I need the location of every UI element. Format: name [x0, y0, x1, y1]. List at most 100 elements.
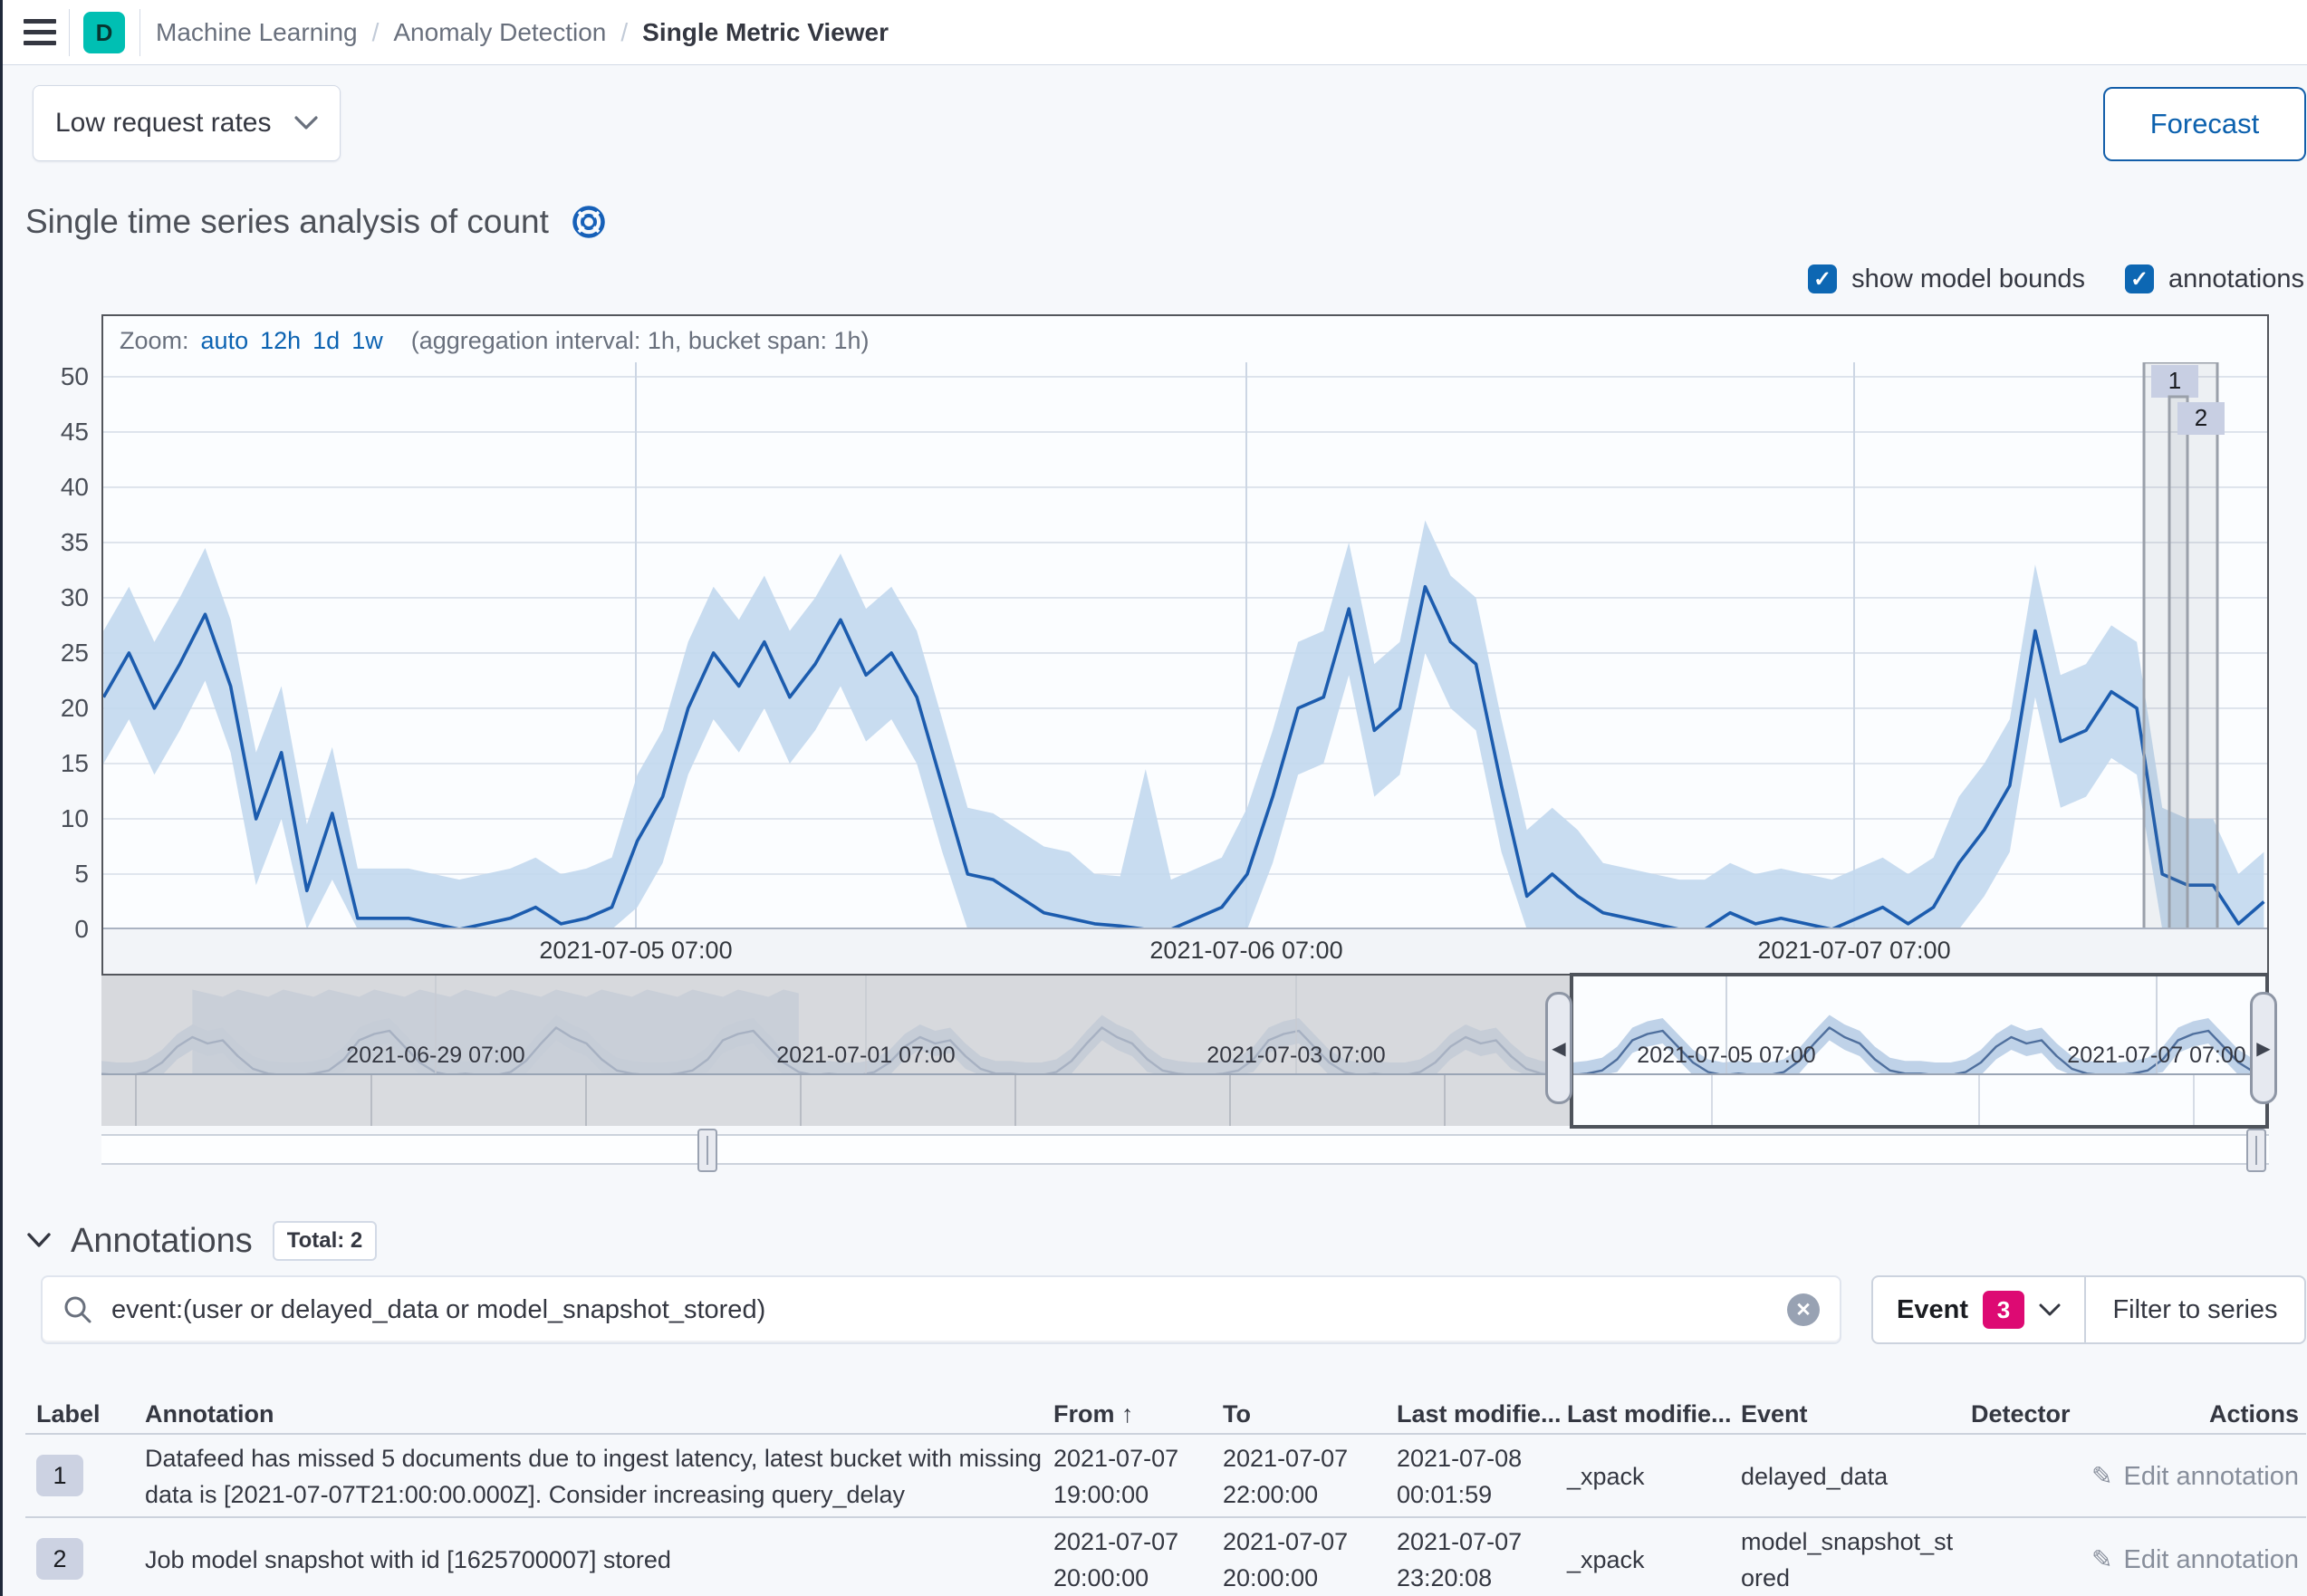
- space-badge[interactable]: D: [83, 12, 125, 53]
- col-header-from[interactable]: From ↑: [1053, 1400, 1134, 1428]
- svg-text:2021-07-01 07:00: 2021-07-01 07:00: [776, 1043, 955, 1068]
- window-edge: [0, 0, 3, 1596]
- last-modified-cell: 2021-07-07 23:20:08: [1397, 1528, 1523, 1591]
- zoom-controls: Zoom: auto 12h 1d 1w (aggregation interv…: [120, 327, 870, 355]
- time-series-chart[interactable]: 12: [103, 362, 2267, 929]
- app-header: D Machine Learning / Anomaly Detection /…: [0, 0, 2307, 65]
- menu-icon[interactable]: [24, 19, 56, 46]
- zoom-option-auto[interactable]: auto: [200, 327, 249, 354]
- brush-handle-left[interactable]: ◀: [1545, 992, 1572, 1104]
- x-tick-label: 2021-07-06 07:00: [1149, 937, 1343, 964]
- zoom-option-1w[interactable]: 1w: [351, 327, 383, 354]
- y-tick-label: 20: [60, 693, 89, 722]
- breadcrumb-separator: /: [620, 18, 629, 46]
- col-header-label[interactable]: Label: [36, 1400, 101, 1428]
- svg-text:1: 1: [2168, 367, 2181, 394]
- clear-search-icon[interactable]: ✕: [1787, 1293, 1820, 1326]
- x-tick-label: 2021-07-05 07:00: [539, 937, 733, 964]
- y-tick-label: 15: [60, 748, 89, 777]
- from-cell: 2021-07-07 20:00:00: [1053, 1528, 1179, 1591]
- y-tick-label: 45: [60, 417, 89, 446]
- context-chart-container: 2021-06-29 07:00 2021-07-01 07:00 2021-07-…: [101, 973, 2277, 1131]
- y-tick-label: 0: [74, 915, 89, 943]
- show-model-bounds-label[interactable]: show model bounds: [1851, 264, 2086, 293]
- breadcrumb-anomaly-detection[interactable]: Anomaly Detection: [393, 18, 607, 46]
- forecast-button[interactable]: Forecast: [2103, 87, 2306, 161]
- time-range-selection[interactable]: [1570, 973, 2269, 1129]
- edit-annotation-label[interactable]: Edit annotation: [2123, 1462, 2299, 1491]
- chevron-down-icon[interactable]: [27, 1233, 51, 1249]
- breadcrumb: Machine Learning / Anomaly Detection / S…: [156, 0, 889, 65]
- annotations-control: ✓ annotations: [2125, 264, 2304, 294]
- y-tick-label: 30: [60, 582, 89, 611]
- page-title-text: Single time series analysis of count: [25, 203, 549, 240]
- to-cell: 2021-07-07 22:00:00: [1223, 1445, 1349, 1508]
- search-input[interactable]: event:(user or delayed_data or model_sna…: [111, 1294, 766, 1324]
- last-modified-by-cell: _xpack: [1567, 1546, 1645, 1573]
- header-divider: [139, 9, 140, 56]
- svg-text:2021-07-03 07:00: 2021-07-03 07:00: [1206, 1043, 1385, 1068]
- brush-handle-right[interactable]: ▶: [2250, 992, 2277, 1104]
- chevron-down-icon: [294, 116, 318, 130]
- y-axis: 0 5 10 15 20 25 30 35 40 45 50: [0, 0, 94, 996]
- svg-text:2021-07-05 07:00: 2021-07-05 07:00: [1637, 1043, 1815, 1068]
- col-header-detector[interactable]: Detector: [1971, 1400, 2071, 1428]
- show-model-bounds-checkbox[interactable]: ✓: [1808, 264, 1838, 293]
- zoom-label: Zoom:: [120, 327, 189, 354]
- col-header-annotation[interactable]: Annotation: [145, 1400, 274, 1428]
- table-header-row: Label Annotation From ↑ To Last modifie.…: [25, 1395, 2306, 1435]
- job-selector-value: Low request rates: [55, 108, 272, 138]
- last-modified-by-cell: _xpack: [1567, 1463, 1645, 1490]
- event-filter-dropdown[interactable]: Event 3: [1873, 1277, 2086, 1342]
- y-tick-label: 40: [60, 472, 89, 501]
- annotations-checkbox[interactable]: ✓: [2125, 264, 2155, 293]
- breadcrumb-separator: /: [371, 18, 380, 46]
- event-count-badge: 3: [1982, 1291, 2024, 1329]
- annotations-table: Label Annotation From ↑ To Last modifie.…: [25, 1395, 2306, 1596]
- sort-asc-icon: ↑: [1121, 1400, 1134, 1428]
- filter-to-series-button[interactable]: Filter to series: [2112, 1294, 2278, 1324]
- annotations-search-bar[interactable]: event:(user or delayed_data or model_sna…: [41, 1275, 1841, 1344]
- y-tick-label: 5: [74, 859, 89, 888]
- main-chart-container: Zoom: auto 12h 1d 1w (aggregation interv…: [101, 314, 2269, 976]
- annotations-checkbox-label[interactable]: annotations: [2168, 264, 2304, 293]
- edit-annotation-label[interactable]: Edit annotation: [2123, 1545, 2299, 1574]
- zoom-option-1d[interactable]: 1d: [312, 327, 341, 354]
- zoom-option-12h[interactable]: 12h: [260, 327, 302, 354]
- annotation-text: Job model snapshot with id [1625700007] …: [145, 1546, 671, 1573]
- col-header-actions: Actions: [2208, 1400, 2299, 1428]
- to-cell: 2021-07-07 20:00:00: [1223, 1528, 1349, 1591]
- annotations-title[interactable]: Annotations: [71, 1221, 253, 1260]
- svg-text:2021-06-29 07:00: 2021-06-29 07:00: [346, 1043, 524, 1068]
- show-model-bounds-control: ✓ show model bounds: [1808, 264, 2085, 294]
- pencil-icon: ✎: [2091, 1545, 2113, 1573]
- anomaly-swimlane-selected[interactable]: [1572, 1075, 2269, 1126]
- col-header-last-modified-by[interactable]: Last modifie...: [1567, 1400, 1732, 1428]
- y-tick-label: 35: [60, 527, 89, 556]
- annotation-label-badge: 1: [36, 1455, 83, 1496]
- col-header-last-modified[interactable]: Last modifie...: [1397, 1400, 1562, 1428]
- context-overview-chart[interactable]: 2021-06-29 07:00 2021-07-01 07:00 2021-07-…: [101, 976, 2269, 1075]
- edit-annotation-action[interactable]: ✎ Edit annotation: [2091, 1458, 2299, 1495]
- table-row: 1 Datafeed has missed 5 documents due to…: [25, 1435, 2306, 1518]
- annotations-section-header: Annotations Total: 2: [27, 1221, 378, 1261]
- total-count-badge: Total: 2: [272, 1221, 378, 1261]
- last-modified-cell: 2021-07-08 00:01:59: [1397, 1445, 1523, 1508]
- chevron-down-icon: [2039, 1303, 2061, 1315]
- track-handle-right[interactable]: [2246, 1129, 2266, 1172]
- job-selector-dropdown[interactable]: Low request rates: [33, 85, 341, 161]
- event-cell: delayed_data: [1741, 1463, 1889, 1490]
- event-filter-label: Event: [1897, 1294, 1968, 1324]
- help-life-ring-icon[interactable]: [571, 204, 607, 240]
- y-tick-label: 25: [60, 638, 89, 667]
- col-header-to[interactable]: To: [1223, 1400, 1251, 1428]
- track-handle-left[interactable]: [697, 1129, 717, 1172]
- from-cell: 2021-07-07 19:00:00: [1053, 1445, 1179, 1508]
- selection-track[interactable]: [101, 1134, 2269, 1165]
- edit-annotation-action[interactable]: ✎ Edit annotation: [2091, 1542, 2299, 1578]
- y-tick-label: 50: [60, 361, 89, 390]
- col-header-event[interactable]: Event: [1741, 1400, 1808, 1428]
- table-row: 2 Job model snapshot with id [1625700007…: [25, 1518, 2306, 1596]
- breadcrumb-machine-learning[interactable]: Machine Learning: [156, 18, 358, 46]
- header-divider: [69, 9, 70, 56]
